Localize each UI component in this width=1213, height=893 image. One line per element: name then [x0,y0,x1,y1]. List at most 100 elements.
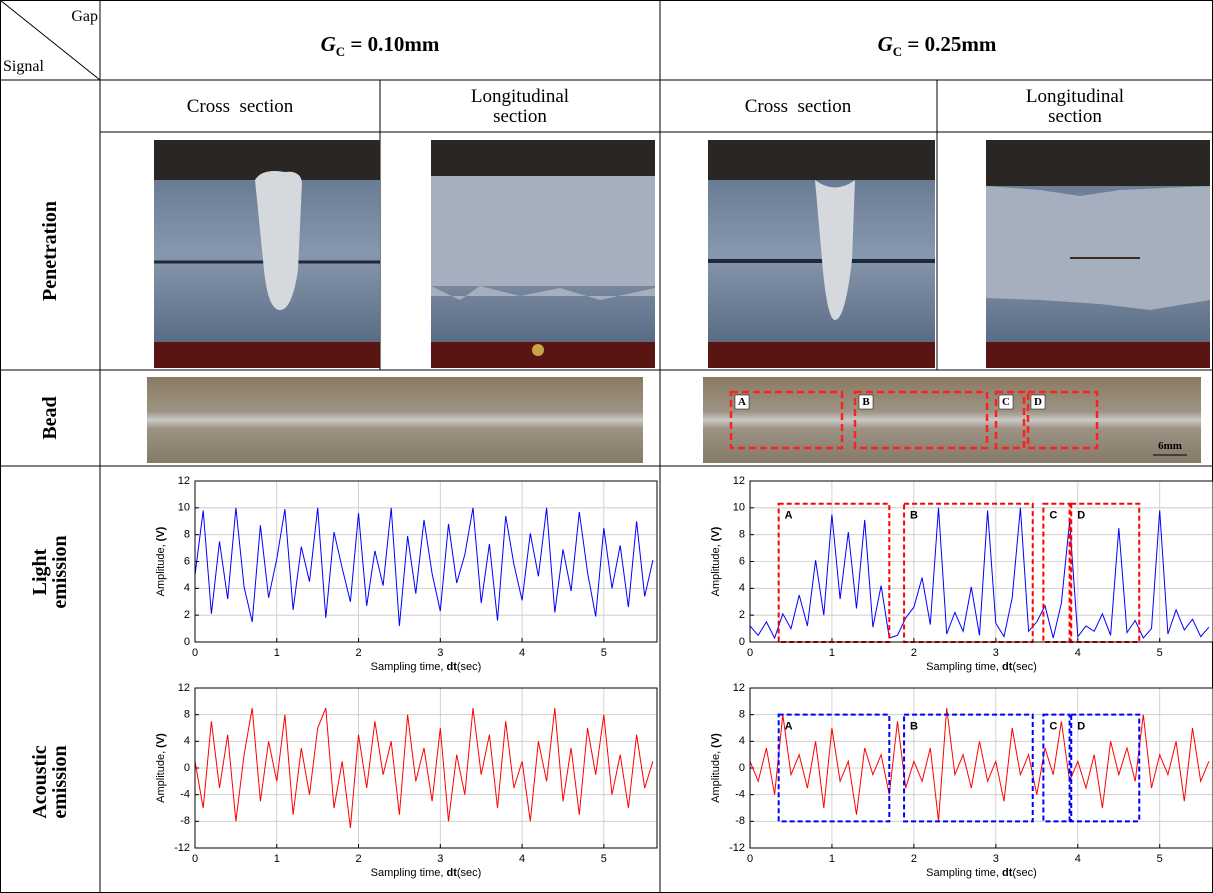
x-tick-label: 4 [1075,853,1081,865]
region-label: A [785,510,793,522]
x-axis-label-unit: (sec) [1012,867,1036,879]
penetration-image [708,140,935,368]
x-axis-label-symbol: dt [446,661,457,673]
y-tick-label: 2 [184,609,190,621]
y-tick-label: -12 [174,842,190,854]
x-tick-label: 5 [1157,853,1163,865]
row-label: Bead [40,338,60,498]
y-tick-label: 4 [184,735,190,747]
region-label: B [910,721,918,733]
x-tick-label: 5 [1157,647,1163,659]
bead-region-label: C [1001,396,1011,408]
x-tick-label: 4 [519,647,525,659]
x-tick-label: 2 [911,647,917,659]
region-label: C [1049,721,1057,733]
x-axis-label: Sampling time, dt(sec) [371,867,482,879]
y-tick-label: 4 [739,735,745,747]
table-canvas: 024681012012345Sampling time, dt(sec)Amp… [0,0,1213,893]
bead-region-label: A [737,396,747,408]
y-axis-label: Amplitude, (V) [710,526,722,596]
y-tick-label: 0 [739,636,745,648]
penetration-image [986,140,1210,368]
y-tick-label: 12 [733,682,745,694]
x-tick-label: 5 [601,647,607,659]
x-tick-label: 1 [829,853,835,865]
y-axis-label-unit: (V) [710,733,722,748]
bead-region-label: D [1033,396,1043,408]
y-axis-label-unit: (V) [710,526,722,541]
y-tick-label: 12 [733,475,745,487]
bead-image [147,377,643,463]
x-axis-label: Sampling time, dt(sec) [371,661,482,673]
column-header: GC = 0.10mm [230,32,530,60]
region-label: A [785,721,793,733]
y-axis-label-text: Amplitude, [155,748,167,803]
x-tick-label: 1 [829,647,835,659]
y-tick-label: 4 [739,582,745,594]
subheader: Cross section [698,97,898,117]
x-axis-label-text: Sampling time, [926,867,1002,879]
x-tick-label: 4 [519,853,525,865]
value: = 0.10mm [350,32,439,56]
x-axis-label-unit: (sec) [457,867,481,879]
x-axis-label-symbol: dt [1002,867,1013,879]
y-axis-label: Amplitude, (V) [155,733,167,803]
subheader: Longitudinal section [420,87,620,127]
x-axis-label-unit: (sec) [457,661,481,673]
x-tick-label: 1 [274,647,280,659]
y-tick-label: 10 [178,502,190,514]
row-label: Penetration [40,171,60,331]
x-tick-label: 3 [993,647,999,659]
y-axis-label-text: Amplitude, [155,541,167,596]
y-tick-label: 12 [178,475,190,487]
x-tick-label: 0 [192,853,198,865]
figure-table: 024681012012345Sampling time, dt(sec)Amp… [0,0,1213,893]
header-signal: Signal [3,58,63,76]
y-axis-label-text: Amplitude, [710,541,722,596]
x-tick-label: 4 [1075,647,1081,659]
y-tick-label: 10 [733,502,745,514]
row-label: Acoustic emission [30,732,70,832]
penetration-image [431,140,655,368]
region-label: C [1049,510,1057,522]
x-tick-label: 2 [355,853,361,865]
value: = 0.25mm [907,32,996,56]
y-axis-label: Amplitude, (V) [155,526,167,596]
x-axis-label-symbol: dt [446,867,457,879]
x-tick-label: 1 [274,853,280,865]
penetration-image [154,140,380,368]
x-axis-label-text: Sampling time, [926,661,1002,673]
x-axis-label-text: Sampling time, [371,867,447,879]
subheader: Cross section [140,97,340,117]
y-axis-label-unit: (V) [155,526,167,541]
x-axis-label: Sampling time, dt(sec) [926,661,1037,673]
region-label: D [1077,721,1085,733]
y-tick-label: 0 [184,762,190,774]
bead-region-label: B [861,396,871,408]
bead-image [703,377,1201,463]
y-tick-label: 8 [184,529,190,541]
row-label: Light emission [30,522,70,622]
x-tick-label: 3 [437,853,443,865]
y-tick-label: 8 [184,709,190,721]
region-label: D [1077,510,1085,522]
x-tick-label: 0 [192,647,198,659]
x-tick-label: 2 [911,853,917,865]
bead-scale: 6mm [1150,440,1190,452]
region-label: B [910,510,918,522]
x-axis-label-symbol: dt [1002,661,1013,673]
symbol: G [321,32,336,56]
y-tick-label: 4 [184,582,190,594]
y-tick-label: 6 [184,555,190,567]
chart: -12-8-404812012345Sampling time, dt(sec)… [155,682,657,879]
x-tick-label: 0 [747,647,753,659]
y-tick-label: -4 [180,789,190,801]
header-gap: Gap [60,8,98,26]
y-axis-label-unit: (V) [155,733,167,748]
x-axis-label-unit: (sec) [1012,661,1036,673]
y-tick-label: -12 [729,842,745,854]
y-axis-label: Amplitude, (V) [710,733,722,803]
subheader: Longitudinal section [975,87,1175,127]
